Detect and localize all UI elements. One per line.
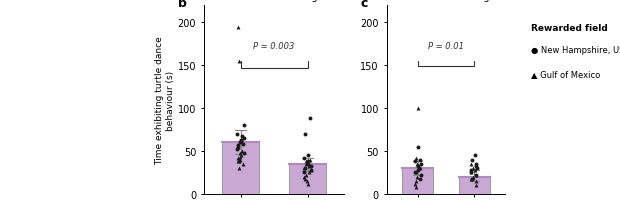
Point [412, 162, 422, 166]
Point [415, 158, 425, 161]
Point [305, 117, 315, 120]
Text: Rewarded field: Rewarded field [531, 24, 608, 33]
Point [236, 154, 246, 157]
Point [233, 144, 243, 147]
Bar [459, 177, 490, 194]
Point [415, 167, 425, 170]
Point [236, 139, 246, 142]
Text: P = 0.01: P = 0.01 [428, 42, 464, 51]
Text: P = 0.003: P = 0.003 [254, 42, 295, 51]
Point [306, 168, 316, 172]
Point [303, 154, 312, 157]
Point [414, 145, 423, 149]
Point [234, 60, 244, 63]
Point [466, 171, 476, 174]
Text: ● New Hampshire, USA: ● New Hampshire, USA [531, 46, 620, 55]
Point [234, 160, 244, 163]
Point [466, 171, 476, 174]
Point [239, 137, 249, 140]
Title: Experiments immediately
after conditioning: Experiments immediately after conditioni… [211, 0, 337, 2]
Point [411, 157, 421, 160]
Text: c: c [360, 0, 368, 10]
Point [236, 139, 246, 143]
Point [301, 162, 311, 166]
Point [239, 151, 249, 155]
Point [412, 175, 422, 179]
Point [303, 160, 313, 163]
Point [415, 167, 425, 170]
Point [305, 158, 315, 161]
Point [466, 168, 476, 172]
Point [470, 168, 480, 172]
Point [237, 143, 247, 146]
Point [410, 160, 420, 163]
Point [301, 174, 311, 177]
Point [306, 164, 316, 167]
Point [299, 167, 309, 170]
Text: ▲ Gulf of Mexico: ▲ Gulf of Mexico [531, 70, 600, 79]
Point [413, 168, 423, 172]
Point [237, 150, 247, 153]
Point [234, 156, 244, 159]
Point [304, 165, 314, 168]
Point [300, 167, 310, 170]
Point [466, 177, 476, 180]
Y-axis label: Time exhibiting turtle dance
behaviour (s): Time exhibiting turtle dance behaviour (… [156, 36, 175, 164]
Point [237, 134, 247, 137]
Point [471, 154, 480, 157]
Point [238, 162, 248, 166]
Point [232, 145, 242, 149]
Point [468, 167, 478, 170]
Point [236, 151, 246, 155]
Point [411, 171, 421, 174]
Point [306, 168, 316, 172]
Bar [289, 164, 326, 194]
Text: b: b [179, 0, 187, 10]
Point [233, 145, 243, 149]
Bar [222, 143, 259, 194]
Point [299, 177, 309, 180]
Point [410, 186, 420, 189]
Point [300, 133, 310, 136]
Point [471, 174, 481, 177]
Point [234, 167, 244, 170]
Point [299, 171, 309, 174]
Point [233, 157, 243, 160]
Point [304, 171, 314, 174]
Point [467, 158, 477, 161]
Point [239, 124, 249, 127]
Point [235, 158, 245, 161]
Point [467, 177, 477, 180]
Point [471, 184, 480, 187]
Point [304, 162, 314, 166]
Point [413, 165, 423, 168]
Title: Experiments 4 months
after conditioning: Experiments 4 months after conditioning [391, 0, 501, 2]
Point [413, 107, 423, 110]
Point [468, 175, 478, 179]
Point [232, 148, 242, 151]
Point [471, 165, 481, 168]
Point [415, 177, 425, 180]
Point [471, 162, 481, 166]
Point [415, 174, 425, 177]
Bar [402, 168, 433, 194]
Point [233, 26, 243, 29]
Point [416, 162, 426, 166]
Point [410, 182, 420, 185]
Point [302, 180, 312, 183]
Point [233, 160, 243, 163]
Point [471, 180, 481, 183]
Point [412, 180, 422, 183]
Point [232, 133, 242, 136]
Point [472, 174, 482, 177]
Point [466, 162, 476, 166]
Point [301, 160, 311, 163]
Point [303, 182, 312, 185]
Point [410, 171, 420, 174]
Point [299, 157, 309, 160]
Point [299, 175, 309, 179]
Point [472, 167, 482, 170]
Point [235, 141, 245, 144]
